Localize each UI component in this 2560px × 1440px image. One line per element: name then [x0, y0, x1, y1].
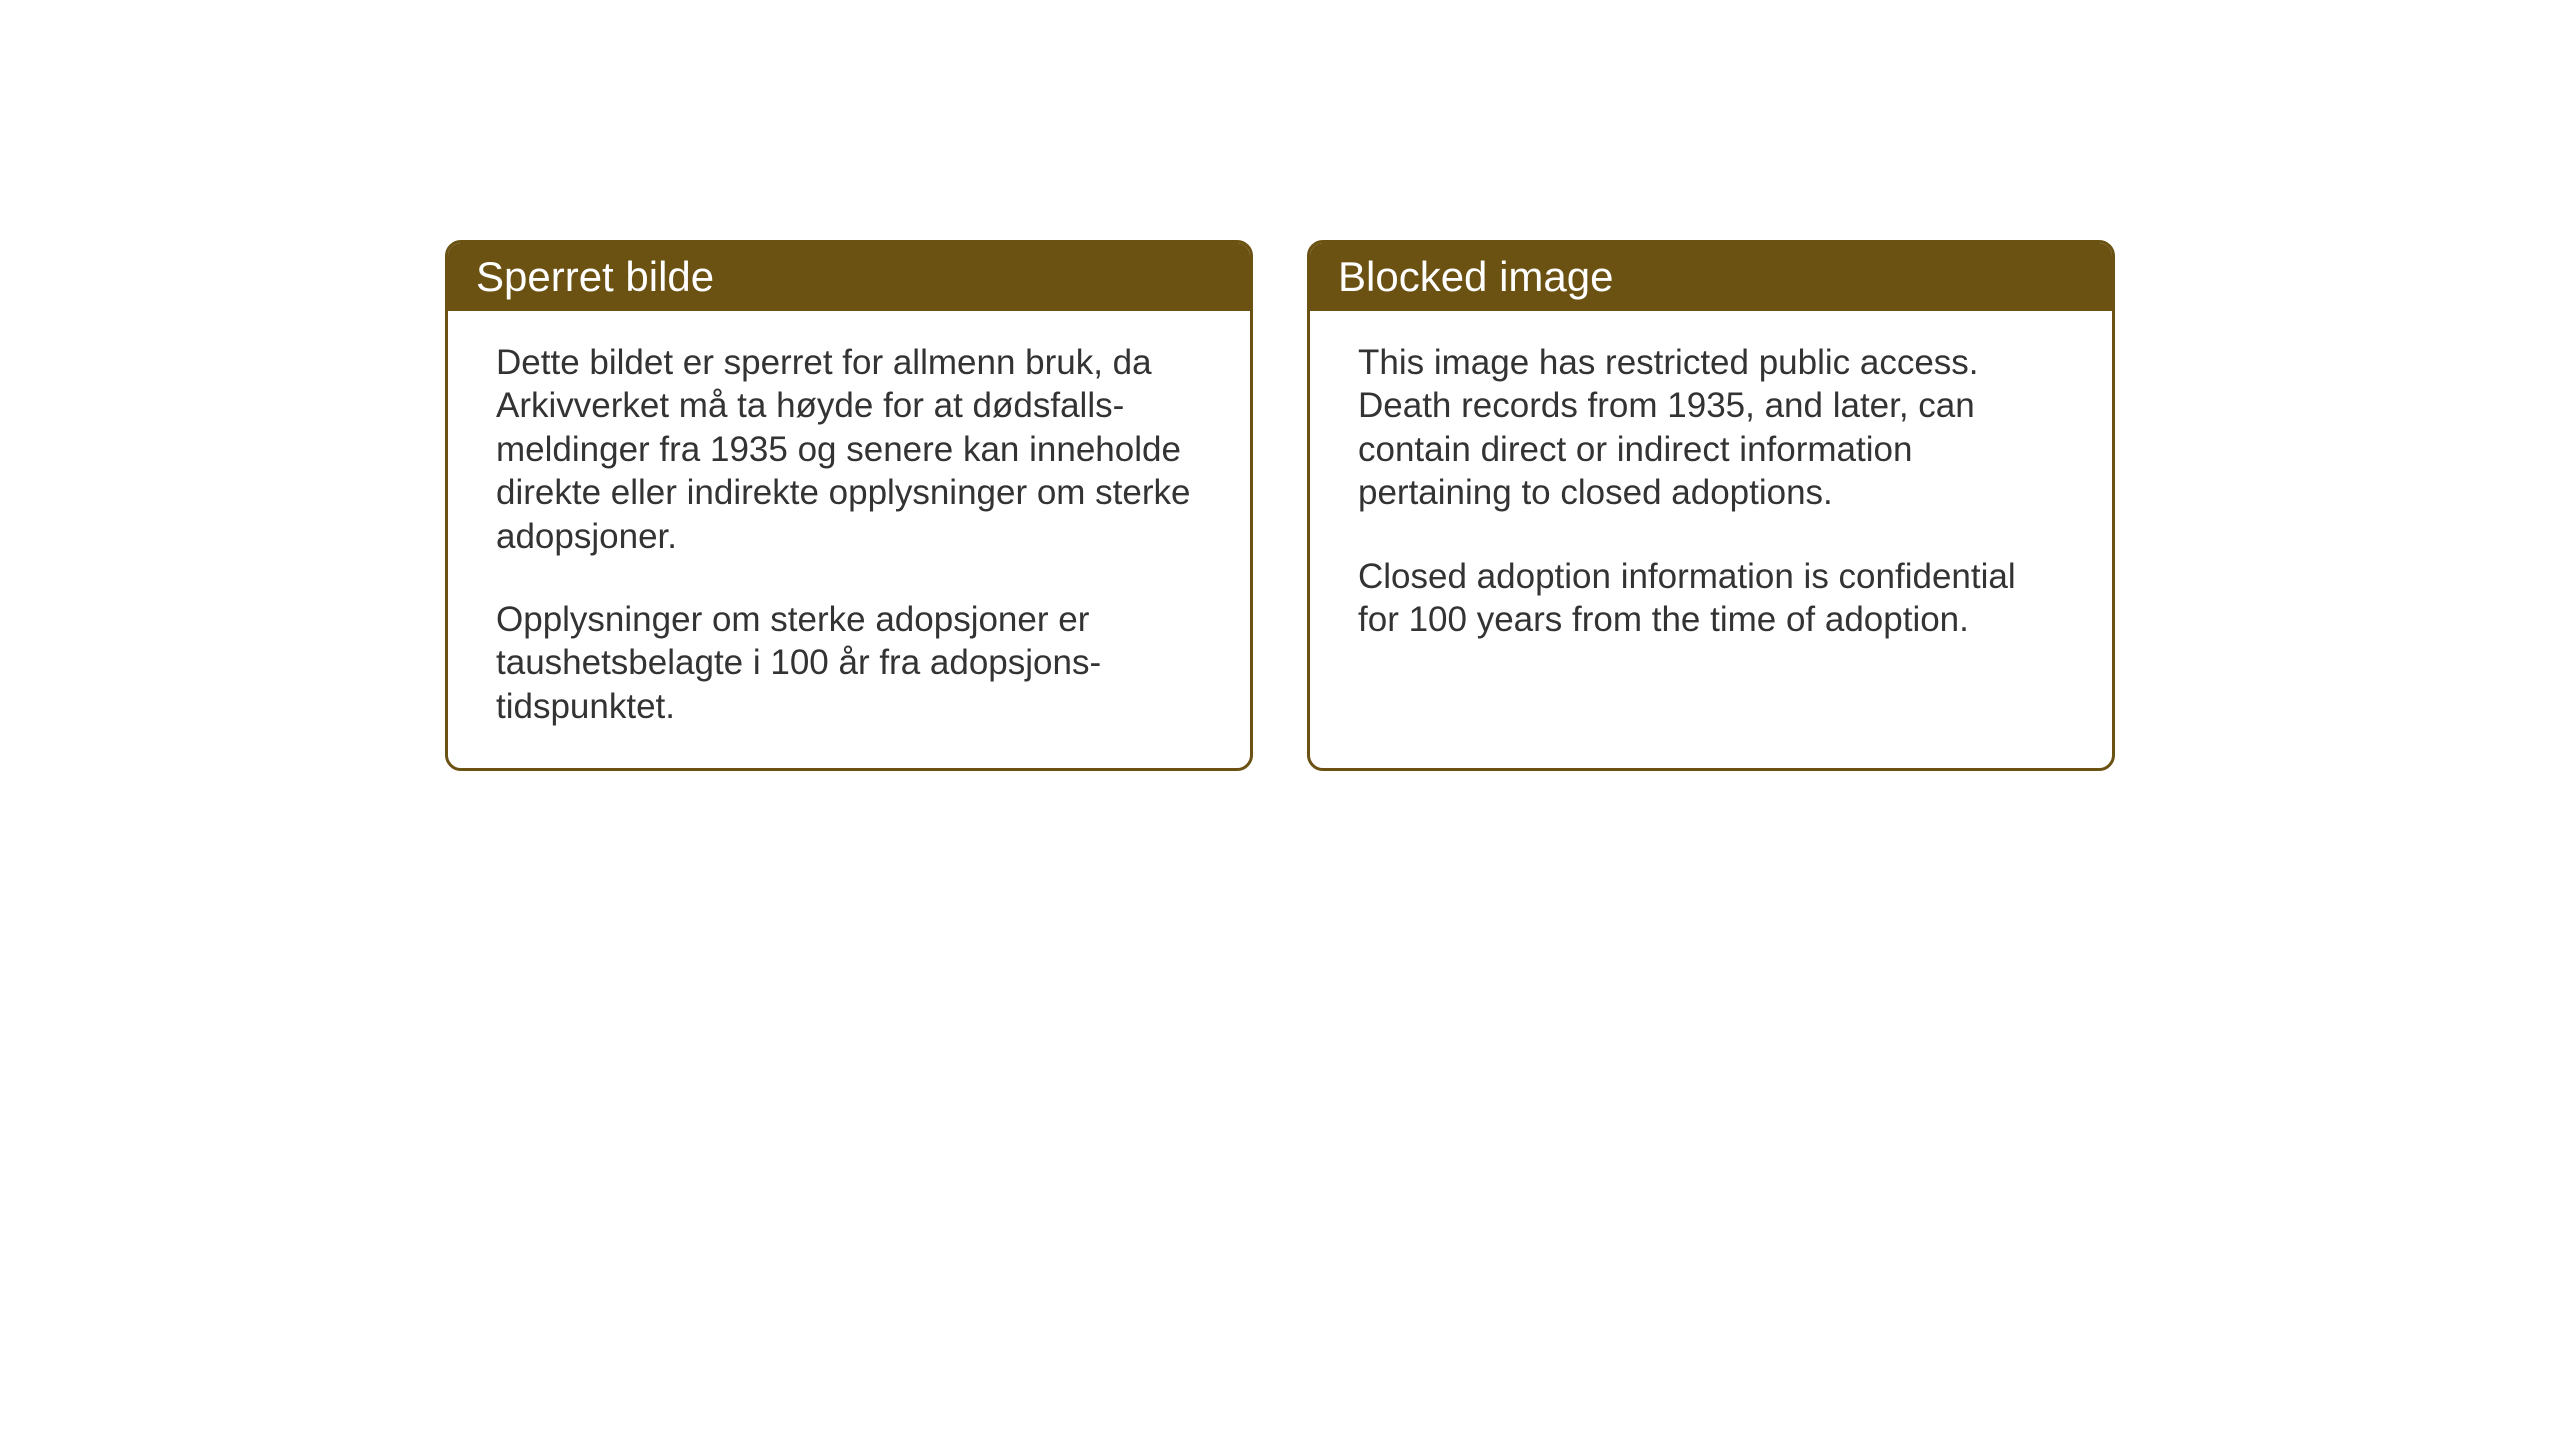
notice-paragraph-2-norwegian: Opplysninger om sterke adopsjoner er tau… — [496, 598, 1202, 728]
notice-box-english: Blocked image This image has restricted … — [1307, 240, 2115, 771]
notice-paragraph-1-norwegian: Dette bildet er sperret for allmenn bruk… — [496, 341, 1202, 558]
notice-paragraph-1-english: This image has restricted public access.… — [1358, 341, 2064, 515]
notices-container: Sperret bilde Dette bildet er sperret fo… — [445, 240, 2115, 771]
notice-title-english: Blocked image — [1338, 253, 1613, 300]
notice-body-english: This image has restricted public access.… — [1310, 311, 2112, 681]
notice-header-norwegian: Sperret bilde — [448, 243, 1250, 311]
notice-title-norwegian: Sperret bilde — [476, 253, 714, 300]
notice-paragraph-2-english: Closed adoption information is confident… — [1358, 555, 2064, 642]
notice-body-norwegian: Dette bildet er sperret for allmenn bruk… — [448, 311, 1250, 768]
notice-box-norwegian: Sperret bilde Dette bildet er sperret fo… — [445, 240, 1253, 771]
notice-header-english: Blocked image — [1310, 243, 2112, 311]
